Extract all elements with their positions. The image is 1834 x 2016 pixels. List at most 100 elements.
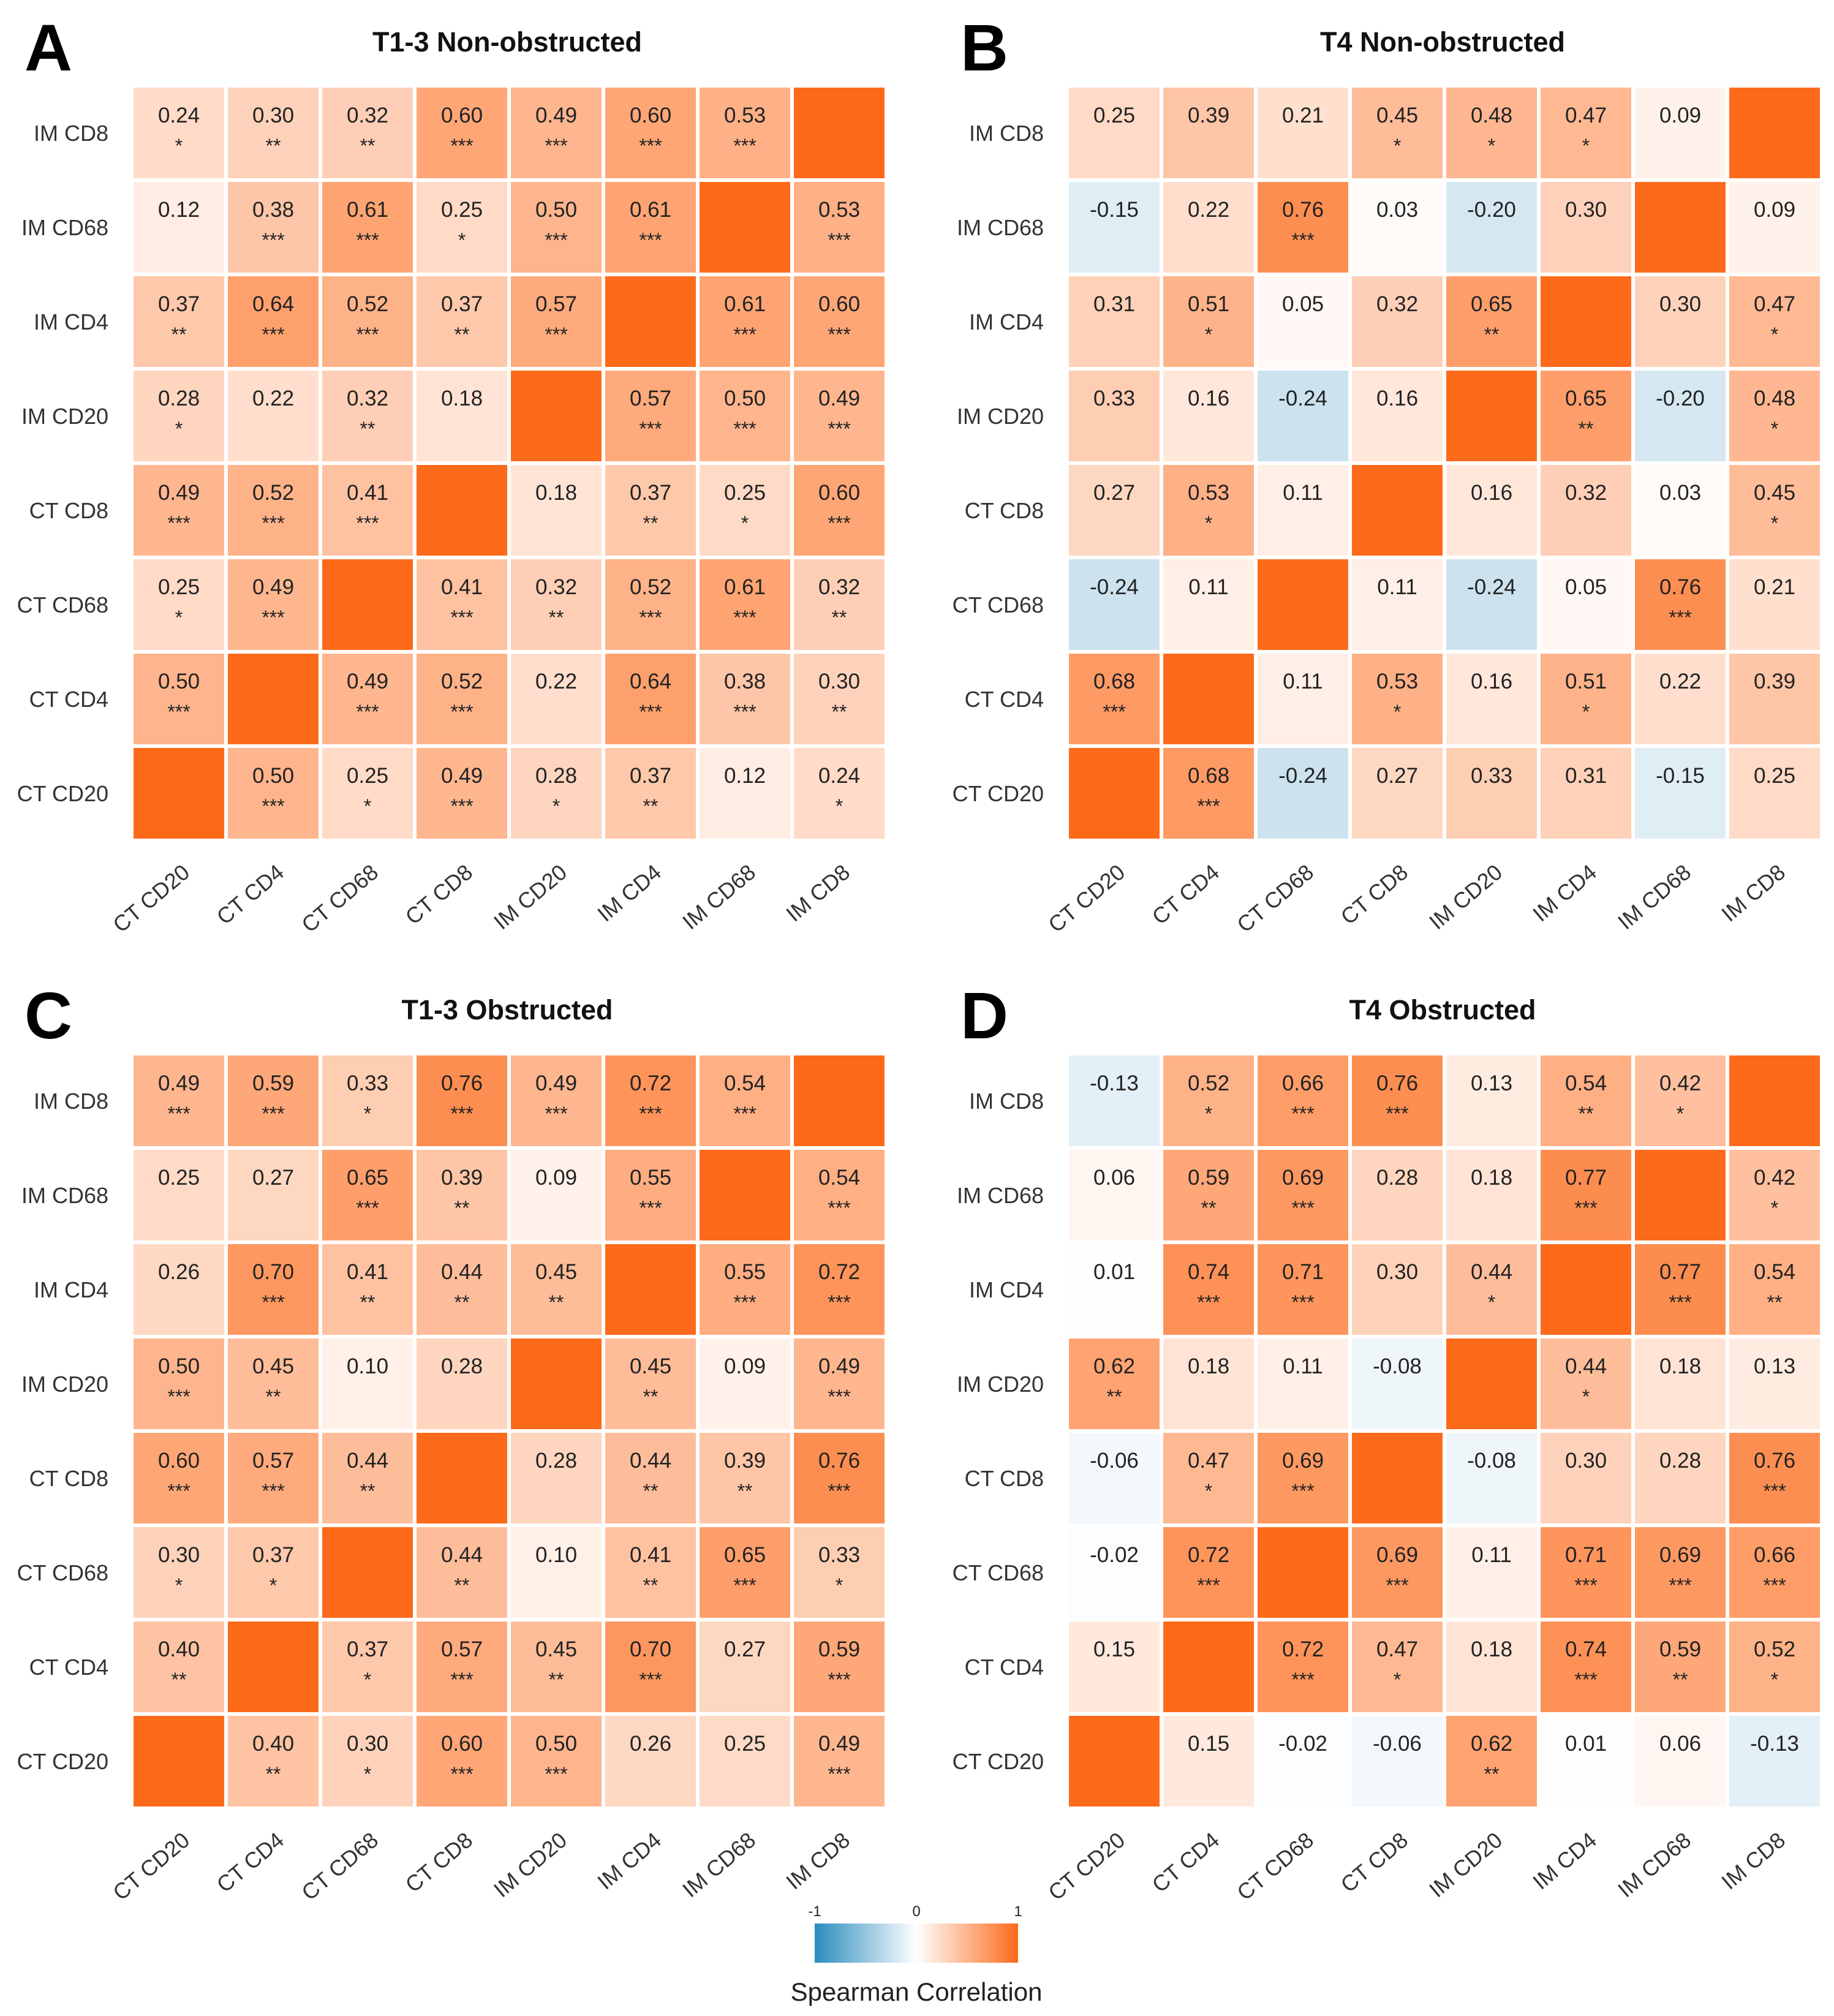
y-tick-label: IM CD8 — [969, 121, 1044, 146]
heatmap-cell — [1541, 654, 1631, 744]
heatmap-cell — [1069, 1338, 1160, 1429]
heatmap-cell — [1352, 1338, 1443, 1429]
x-tick-label: CT CD68 — [296, 1827, 383, 1905]
heatmap-cell — [417, 88, 507, 178]
x-tick-label: IM CD20 — [1424, 1827, 1507, 1903]
cell-significance-label: * — [1582, 135, 1590, 157]
heatmap-cell — [1163, 1055, 1254, 1146]
cell-value-label: 0.39 — [1188, 104, 1229, 127]
heatmap-cell — [794, 371, 885, 461]
cell-value-label: 0.57 — [441, 1637, 483, 1661]
heatmap-cell — [134, 1244, 224, 1335]
heatmap-cell — [228, 1055, 319, 1146]
cell-value-label: 0.33 — [1093, 387, 1135, 410]
cell-significance-label: ** — [1579, 1103, 1594, 1125]
cell-value-label: 0.18 — [441, 387, 483, 410]
heatmap-cell — [417, 182, 507, 273]
heatmap-cell — [1352, 1244, 1443, 1335]
cell-value-label: 0.57 — [535, 292, 577, 316]
heatmap-cell — [1258, 1716, 1348, 1806]
cell-value-label: 0.54 — [724, 1071, 766, 1095]
heatmap-cell — [417, 748, 507, 839]
heatmap-cell — [1541, 1433, 1631, 1523]
heatmap-cell — [1541, 1338, 1631, 1429]
heatmap-cell — [1163, 1433, 1254, 1523]
heatmap-cell — [1729, 748, 1820, 839]
heatmap-cell — [1541, 1150, 1631, 1240]
cell-significance-label: *** — [1197, 795, 1220, 817]
heatmap-cell — [134, 1055, 224, 1146]
heatmap-cell — [322, 88, 413, 178]
heatmap-cell — [794, 1527, 885, 1618]
heatmap-cell — [1258, 1621, 1348, 1712]
cell-value-label: 0.41 — [347, 481, 388, 505]
cell-value-label: 0.52 — [1754, 1637, 1795, 1661]
cell-value-label: 0.16 — [1188, 387, 1229, 410]
cell-value-label: 0.18 — [1659, 1354, 1701, 1378]
cell-significance-label: *** — [356, 1197, 379, 1219]
cell-value-label: 0.60 — [158, 1449, 200, 1473]
heatmap-cell — [1163, 1244, 1254, 1335]
cell-significance-label: * — [836, 1574, 843, 1596]
heatmap-cell — [700, 1055, 790, 1146]
heatmap-cell — [1635, 1055, 1726, 1146]
heatmap-cell — [228, 182, 319, 273]
heatmap-cell — [134, 371, 224, 461]
heatmap-cell — [1069, 465, 1160, 556]
x-tick-label: CT CD8 — [1336, 1827, 1413, 1898]
cell-value-label: 0.42 — [1659, 1071, 1701, 1095]
heatmap-cell — [511, 559, 602, 650]
cell-value-label: 0.44 — [1471, 1260, 1512, 1284]
cell-value-label: 0.60 — [441, 104, 483, 127]
cell-significance-label: ** — [455, 1291, 470, 1313]
heatmap-panel-b: B T4 Non-obstructed IM CD8 0.25 0.39 0.21 0.45… — [953, 10, 1820, 937]
heatmap-cell — [417, 465, 507, 556]
cell-value-label: 0.45 — [535, 1637, 577, 1661]
cell-value-label: 0.37 — [158, 292, 200, 316]
heatmap-cell — [1258, 1244, 1348, 1335]
cell-value-label: -0.15 — [1090, 198, 1139, 222]
heatmap-cell — [1163, 1338, 1254, 1429]
cell-significance-label: *** — [262, 323, 284, 345]
cell-value-label: 0.21 — [1754, 575, 1795, 599]
cell-value-label: 0.76 — [818, 1449, 860, 1473]
cell-value-label: 0.50 — [252, 764, 294, 788]
cell-significance-label: *** — [450, 795, 473, 817]
heatmap-cell — [605, 748, 696, 839]
cell-value-label: 0.65 — [1471, 292, 1512, 316]
heatmap-cell — [1352, 465, 1443, 556]
cell-value-label: 0.11 — [1283, 481, 1323, 505]
cell-value-label: 0.30 — [347, 1732, 388, 1756]
heatmap-cell — [1258, 465, 1348, 556]
cell-value-label: 0.60 — [818, 481, 860, 505]
heatmap-cell — [417, 1338, 507, 1429]
heatmap-cell — [1446, 559, 1537, 650]
cell-value-label: 0.44 — [630, 1449, 671, 1473]
cell-significance-label: * — [1771, 323, 1778, 345]
cell-significance-label: * — [175, 1574, 183, 1596]
cell-value-label: 0.60 — [441, 1732, 483, 1756]
cell-significance-label: *** — [545, 1103, 567, 1125]
heatmap-cell — [134, 654, 224, 744]
heatmap-cell — [1352, 654, 1443, 744]
cell-value-label: 0.49 — [158, 481, 200, 505]
heatmap-cell — [1352, 1055, 1443, 1146]
cell-significance-label: *** — [828, 1763, 850, 1785]
heatmap-cell — [1446, 276, 1537, 367]
heatmap-cell — [605, 1716, 696, 1806]
heatmap-cell — [1635, 748, 1726, 839]
cell-value-label: 0.40 — [252, 1732, 294, 1756]
y-tick-label: IM CD20 — [21, 1372, 108, 1397]
cell-value-label: 0.28 — [535, 1449, 577, 1473]
x-tick-label: IM CD68 — [677, 1827, 760, 1903]
cell-significance-label: * — [1205, 323, 1212, 345]
x-tick-label: IM CD68 — [1613, 859, 1696, 935]
cell-value-label: 0.13 — [1471, 1071, 1512, 1095]
cell-value-label: 0.74 — [1188, 1260, 1229, 1284]
heatmap-cell — [1729, 371, 1820, 461]
cell-significance-label: ** — [266, 1386, 281, 1408]
x-tick-label: IM CD20 — [1424, 859, 1507, 935]
cell-significance-label: * — [1771, 418, 1778, 440]
cell-value-label: 0.72 — [630, 1071, 671, 1095]
heatmap-cell — [700, 1716, 790, 1806]
